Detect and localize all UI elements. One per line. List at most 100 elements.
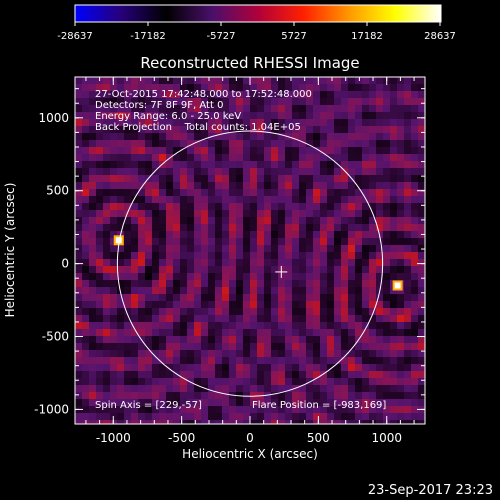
heatmap-cell [250,203,257,210]
heatmap-cell [264,364,271,371]
spin-axis-marker [275,265,288,278]
heatmap-cell [327,154,334,161]
heatmap-cell [278,392,285,399]
heatmap-cell [362,273,369,280]
heatmap-cell [243,259,250,266]
heatmap-cell [145,287,152,294]
heatmap-cell [376,168,383,175]
heatmap-cell [117,84,124,91]
heatmap-cell [334,315,341,322]
heatmap-cell [418,343,425,350]
heatmap-cell [264,406,271,413]
heatmap-cell [257,252,264,259]
heatmap-cell [369,378,376,385]
heatmap-cell [376,119,383,126]
heatmap-cell [397,217,404,224]
heatmap-cell [306,196,313,203]
heatmap-cell [278,168,285,175]
heatmap-cell [285,287,292,294]
heatmap-cell [250,413,257,420]
heatmap-cell [103,161,110,168]
heatmap-cell [229,203,236,210]
heatmap-cell [89,378,96,385]
heatmap-cell [348,140,355,147]
heatmap-cell [159,357,166,364]
heatmap-cell [124,364,131,371]
heatmap-cell [187,133,194,140]
heatmap-cell [285,203,292,210]
heatmap-cell [383,287,390,294]
heatmap-cell [215,294,222,301]
heatmap-cell [299,336,306,343]
y-tick-label: -1000 [34,402,69,416]
heatmap-cell [82,392,89,399]
heatmap-cell [341,280,348,287]
heatmap-cell [229,84,236,91]
heatmap-cell [180,406,187,413]
heatmap-cell [180,147,187,154]
heatmap-cell [222,133,229,140]
heatmap-cell [187,392,194,399]
heatmap-cell [250,84,257,91]
heatmap-cell [229,329,236,336]
heatmap-cell [334,343,341,350]
heatmap-cell [208,210,215,217]
heatmap-cell [320,203,327,210]
heatmap-cell [180,224,187,231]
heatmap-cell [75,84,82,91]
heatmap-cell [264,329,271,336]
heatmap-cell [201,140,208,147]
heatmap-cell [264,133,271,140]
heatmap-cell [362,343,369,350]
heatmap-cell [201,84,208,91]
heatmap-cell [208,385,215,392]
heatmap-cell [271,119,278,126]
heatmap-cell [285,406,292,413]
heatmap-cell [145,294,152,301]
heatmap-cell [152,238,159,245]
heatmap-cell [257,182,264,189]
heatmap-cell [180,350,187,357]
heatmap-cell [236,266,243,273]
heatmap-cell [264,189,271,196]
heatmap-cell [124,203,131,210]
heatmap-cell [222,336,229,343]
heatmap-cell [96,378,103,385]
heatmap-cell [187,126,194,133]
heatmap-cell [390,112,397,119]
heatmap-cell [292,273,299,280]
heatmap-cell [278,399,285,406]
heatmap-cell [313,84,320,91]
heatmap-cell [89,322,96,329]
heatmap-cell [320,168,327,175]
heatmap-cell [285,91,292,98]
solar-limb-circle [116,130,384,397]
heatmap-cell [194,217,201,224]
heatmap-cell [117,126,124,133]
heatmap-cell [369,105,376,112]
heatmap-cell [201,210,208,217]
heatmap-cell [264,287,271,294]
heatmap-cell [124,371,131,378]
heatmap-cell [285,84,292,91]
heatmap-cell [229,231,236,238]
heatmap-cell [334,252,341,259]
heatmap-cell [82,406,89,413]
heatmap-cell [173,189,180,196]
heatmap-cell [278,77,285,84]
heatmap-cell [383,126,390,133]
heatmap-cell [243,203,250,210]
heatmap-cell [152,77,159,84]
heatmap-cell [292,392,299,399]
heatmap-cell [96,252,103,259]
heatmap-cell [166,189,173,196]
heatmap-cell [334,378,341,385]
heatmap-cell [306,224,313,231]
heatmap-cell [320,350,327,357]
heatmap-cell [411,196,418,203]
heatmap-cell [418,315,425,322]
heatmap-cell [117,343,124,350]
heatmap-cell [306,308,313,315]
heatmap-cell [397,196,404,203]
heatmap-cell [194,371,201,378]
